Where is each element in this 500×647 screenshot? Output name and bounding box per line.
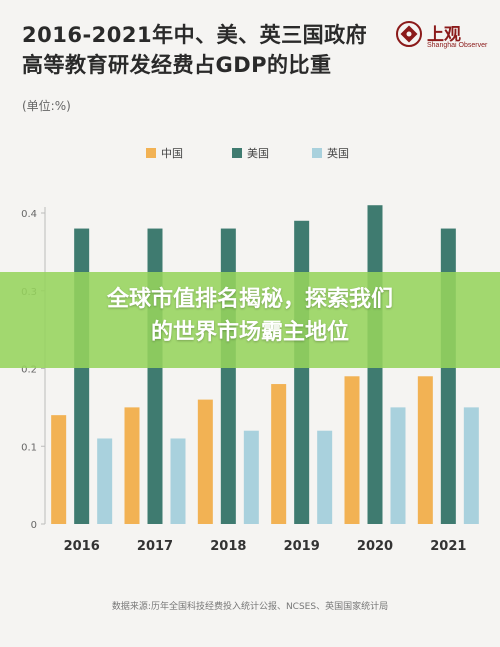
legend-label-usa: 美国 <box>247 147 269 160</box>
x-tick-label: 2016 <box>64 539 100 554</box>
x-tick-label: 2019 <box>284 539 320 554</box>
overlay-banner-line-2: 的世界市场霸主地位 <box>150 320 349 345</box>
legend-swatch-china <box>146 148 156 158</box>
logo-name-cn: 上观 <box>427 25 461 45</box>
chart-title-line-2: 高等教育研发经费占GDP的比重 <box>22 53 332 77</box>
unit-label: (单位:%) <box>22 99 71 113</box>
legend-swatch-uk <box>312 148 322 158</box>
legend-item-uk: 英国 <box>312 145 349 161</box>
bar-china-2021 <box>417 376 433 524</box>
chart-legend: 中国 美国 英国 <box>0 145 500 165</box>
overlay-banner-line-1: 全球市值排名揭秘，探索我们 <box>106 287 393 312</box>
legend-label-china: 中国 <box>161 147 183 160</box>
y-tick-label: 0.1 <box>21 442 37 453</box>
bar-uk-2020 <box>390 407 406 524</box>
bar-china-2020 <box>344 376 360 524</box>
x-tick-label: 2020 <box>357 539 393 554</box>
bar-uk-2017 <box>170 438 186 524</box>
x-tick-label: 2017 <box>137 539 173 554</box>
bar-china-2019 <box>271 384 287 524</box>
legend-label-uk: 英国 <box>327 147 349 160</box>
logo-name-en: Shanghai Observer <box>427 42 488 49</box>
shanghai-observer-logo: 上观 Shanghai Observer <box>395 20 495 52</box>
bar-china-2016 <box>51 415 67 524</box>
y-tick-label: 0.4 <box>21 209 37 220</box>
legend-swatch-usa <box>232 148 242 158</box>
overlay-banner <box>0 272 500 368</box>
shanghai-observer-logo-icon <box>396 21 422 47</box>
legend-item-usa: 美国 <box>232 145 269 161</box>
bar-uk-2016 <box>97 438 113 524</box>
y-tick-label: 0 <box>31 520 37 531</box>
bar-china-2018 <box>197 399 213 524</box>
chart-title-line-1: 2016-2021年中、美、英三国政府 <box>22 23 368 47</box>
data-source-note: 数据来源:历年全国科技经费投入统计公报、NCSES、英国国家统计局 <box>111 602 389 612</box>
x-tick-label: 2021 <box>430 539 466 554</box>
bar-uk-2018 <box>243 430 259 524</box>
x-tick-label: 2018 <box>210 539 246 554</box>
overlay-banner-text: 全球市值排名揭秘，探索我们 的世界市场霸主地位 <box>0 283 500 349</box>
chart-title: 2016-2021年中、美、英三国政府 高等教育研发经费占GDP的比重 <box>22 20 382 80</box>
bar-china-2017 <box>124 407 140 524</box>
y-tick-label: 0.2 <box>21 365 37 376</box>
bar-uk-2019 <box>317 430 333 524</box>
bar-usa-2019 <box>294 220 310 524</box>
bar-uk-2021 <box>463 407 479 524</box>
legend-item-china: 中国 <box>146 145 183 161</box>
